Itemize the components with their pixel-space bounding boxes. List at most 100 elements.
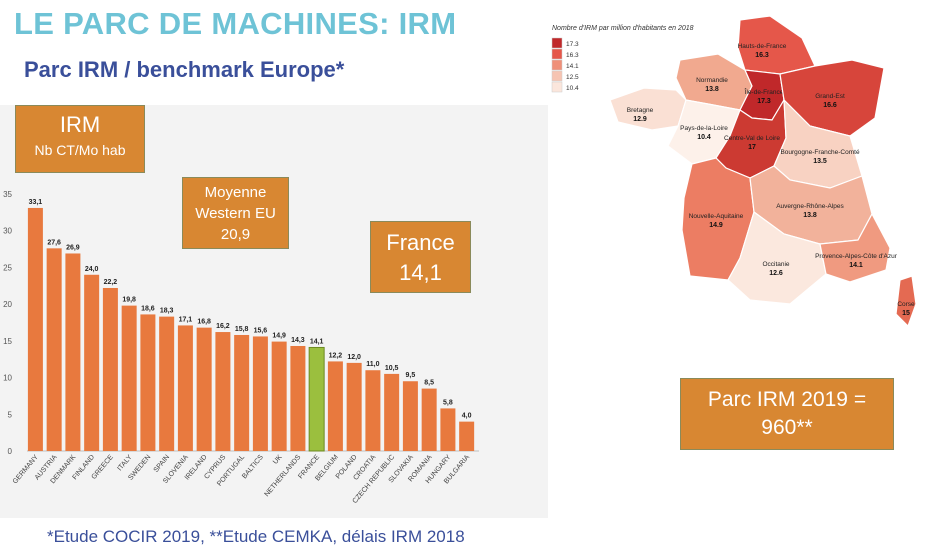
bar-value-label: 12,0 (347, 354, 361, 361)
region-name: Auvergne-Rhône-Alpes (776, 203, 844, 210)
bar-value-label: 15,8 (235, 326, 249, 333)
bar (384, 373, 400, 451)
legend-label: 16.3 (566, 52, 579, 59)
region-name: Grand-Est (815, 93, 845, 100)
y-tick-label: 15 (3, 337, 12, 346)
region-value: 13.8 (803, 212, 817, 219)
bar (196, 327, 212, 451)
bar (327, 361, 343, 451)
bar-value-label: 4,0 (462, 413, 472, 420)
legend-label: 10.4 (566, 85, 579, 92)
france-label: France (386, 230, 455, 255)
bar (308, 346, 325, 452)
bar (159, 316, 175, 451)
region-value: 10.4 (697, 134, 711, 141)
bar-value-label: 14,9 (272, 333, 286, 340)
bar (215, 332, 231, 451)
bar (46, 248, 62, 451)
france-map: Nombre d'IRM par million d'habitants en … (551, 15, 917, 328)
bar (84, 274, 100, 451)
parc-line1: Parc IRM 2019 = (707, 388, 867, 411)
bar-value-label: 11,0 (366, 361, 379, 368)
legend-label: 14.1 (566, 63, 579, 70)
legend-swatch (551, 48, 563, 60)
bar (121, 305, 137, 451)
bar (234, 334, 250, 451)
bar-value-label: 33,1 (29, 199, 43, 206)
region-value: 14.9 (709, 222, 723, 229)
moyenne-box: Moyenne Western EU 20,9 (182, 177, 289, 249)
irm-title: IRM (59, 112, 101, 137)
bar-value-label: 19,8 (122, 297, 136, 304)
region-name: Nouvelle-Aquitaine (689, 213, 744, 220)
y-tick-label: 0 (8, 447, 13, 456)
bar-value-label: 24,0 (85, 266, 99, 273)
bar (402, 381, 418, 451)
y-tick-label: 35 (3, 190, 12, 199)
region-name: Bourgogne-Franche-Comté (780, 149, 860, 156)
region-value: 14.1 (849, 262, 863, 269)
map-legend: 17.3 16.3 14.1 12.5 10.4 (551, 37, 579, 93)
bar (365, 370, 381, 451)
footnote: *Etude COCIR 2019, **Etude CEMKA, délais… (47, 527, 465, 546)
bar-value-label: 15,6 (254, 327, 268, 334)
region-value: 13.8 (705, 86, 719, 93)
region-name: Bretagne (627, 107, 654, 114)
region-value: 12.9 (633, 116, 647, 123)
y-tick-label: 30 (3, 227, 12, 236)
bar (140, 314, 156, 451)
bar (27, 207, 43, 451)
region-value: 16.6 (823, 102, 837, 109)
bar (346, 362, 362, 451)
bar (421, 388, 437, 451)
bar-value-label: 18,3 (160, 308, 174, 315)
bar-value-label: 8,5 (424, 380, 434, 387)
y-tick-label: 10 (3, 374, 12, 383)
bar (440, 408, 456, 451)
bar-value-label: 16,8 (197, 319, 211, 326)
bar-value-label: 18,6 (141, 305, 155, 312)
map-region (895, 275, 917, 328)
legend-label: 12.5 (566, 74, 579, 81)
bar-value-label: 14,1 (310, 338, 324, 345)
bar-value-label: 26,9 (66, 244, 80, 251)
region-value: 15 (902, 310, 910, 317)
region-name: Île-de-France (744, 87, 784, 96)
bar (252, 336, 268, 451)
region-name: Occitanie (762, 261, 789, 268)
map-regions: Hauts-de-France 16.3 Normandie 13.8 Île-de-F… (609, 15, 917, 328)
irm-unit: Nb CT/Mo hab (34, 142, 126, 158)
france-value: 14,1 (399, 260, 442, 285)
map-legend-title: Nombre d'IRM par million d'habitants en … (552, 25, 694, 32)
bar-value-label: 16,2 (216, 323, 230, 330)
moyenne-line2: Western EU (195, 205, 276, 222)
y-tick-label: 20 (3, 300, 12, 309)
region-name: Hauts-de-France (738, 43, 787, 50)
irm-label-box: IRM Nb CT/Mo hab (15, 105, 145, 173)
x-tick-label: UK (272, 454, 284, 466)
bar (459, 421, 475, 451)
bar (290, 345, 306, 451)
moyenne-value: 20,9 (220, 226, 251, 243)
page-subtitle: Parc IRM / benchmark Europe* (24, 57, 345, 82)
legend-swatch (551, 81, 563, 93)
y-tick-label: 5 (8, 410, 13, 419)
moyenne-line1: Moyenne (204, 184, 267, 201)
legend-label: 17.3 (566, 41, 579, 48)
map-region (819, 212, 891, 283)
bar-value-label: 14,3 (291, 337, 305, 344)
region-value: 17.3 (757, 98, 771, 105)
bar-value-label: 10,5 (385, 365, 399, 372)
legend-swatch (551, 59, 563, 71)
bar-value-label: 17,1 (179, 316, 193, 323)
x-tick-label: GERMANY (12, 454, 40, 486)
region-value: 17 (748, 144, 756, 151)
page-title: LE PARC DE MACHINES: IRM (14, 6, 457, 41)
region-name: Provence-Alpes-Côte d'Azur (815, 253, 898, 260)
x-tick-label: ITALY (116, 454, 133, 473)
region-name: Corse (897, 301, 915, 308)
region-value: 16.3 (755, 52, 769, 59)
bar (271, 341, 287, 451)
region-name: Centre-Val de Loire (724, 135, 780, 142)
bar-value-label: 22,2 (104, 279, 118, 286)
